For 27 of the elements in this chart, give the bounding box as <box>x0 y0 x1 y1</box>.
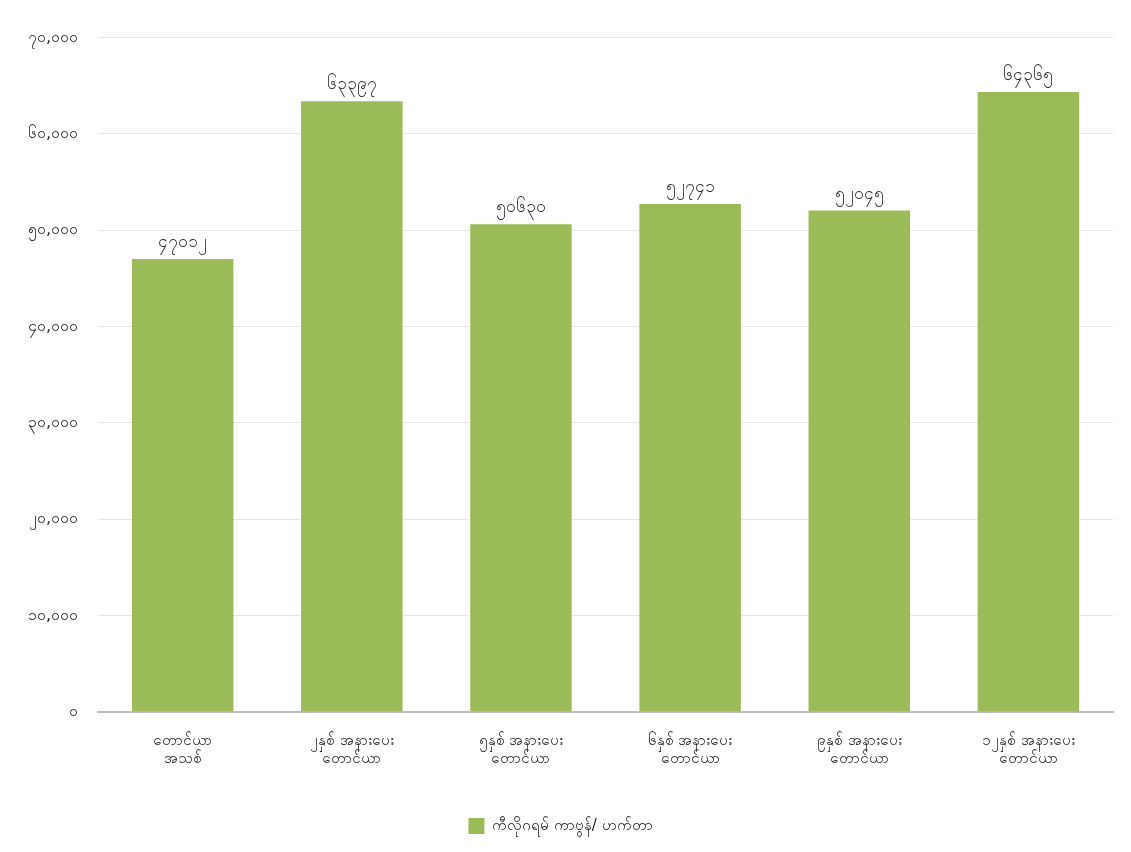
y-tick-label: ၂၀,၀၀၀ <box>28 508 79 531</box>
x-tick-label: ၆နှစ် အနားပေး တောင်ယာ <box>647 730 733 767</box>
bar <box>301 101 403 712</box>
data-label: ၅၀၆၃၀ <box>495 196 546 221</box>
data-label: ၅၂၀၄၅ <box>834 182 884 207</box>
y-tick-label: ၁၀,၀၀၀ <box>27 604 79 624</box>
data-label: ၄၇၀၁၂ <box>158 230 208 255</box>
x-tick-label: ၂နှစ် အနားပေး တောင်ယာ <box>309 730 394 767</box>
bar <box>470 224 572 712</box>
bar <box>639 203 741 712</box>
data-label: ၅၂၇၄၁ <box>665 175 715 200</box>
x-tick-label: ၉နှစ် အနားပေး တောင်ယာ <box>816 730 902 767</box>
y-tick-label: ၅၀,၀၀၀ <box>27 219 79 242</box>
x-tick-label: ၅နှစ် အနားပေး တောင်ယာ <box>478 730 564 767</box>
data-label: ၆၃၃၉၇ <box>326 73 377 98</box>
bar <box>977 91 1080 712</box>
y-tick-label: ၄၀,၀၀၀ <box>27 315 79 338</box>
y-tick-label: ၆၀,၀၀၀ <box>27 123 79 143</box>
y-tick-label: ၀ <box>69 701 79 721</box>
y-tick-label: ၃၀,၀၀၀ <box>27 412 79 435</box>
legend-label: ကီလိုဂရမ် ကာဗွန်/ ဟက်တာ <box>491 815 653 837</box>
bar <box>808 210 911 712</box>
x-tick-label: တောင်ယာ အသစ် <box>153 730 213 767</box>
y-tick-label: ၇၀,၀၀၀ <box>27 26 79 49</box>
data-label: ၆၄၃၆၅ <box>1003 63 1054 88</box>
x-tick-label: ၁၂နှစ် အနားပေး တောင်ယာ <box>982 730 1075 767</box>
bar <box>131 259 234 712</box>
